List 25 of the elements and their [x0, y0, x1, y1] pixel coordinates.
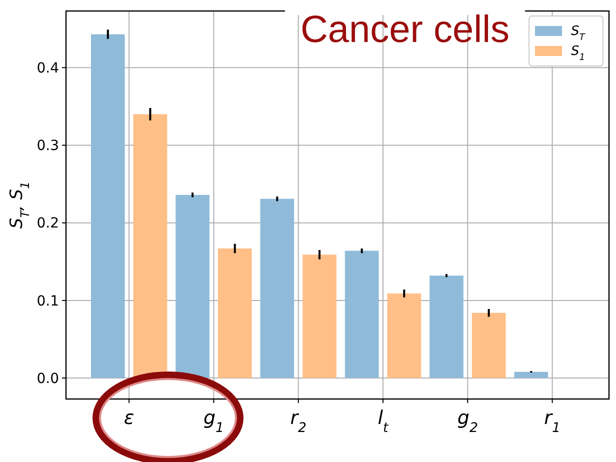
bar — [430, 276, 464, 378]
y-tick-label: 0.4 — [36, 60, 60, 77]
bar — [472, 312, 506, 378]
x-tick-label: l$_{t}$ — [378, 407, 390, 436]
bar — [302, 254, 336, 378]
bar — [514, 372, 548, 378]
x-tick-label: r$_{1}$ — [544, 407, 560, 436]
bar — [176, 194, 210, 378]
bar — [387, 293, 422, 378]
bar — [260, 198, 294, 378]
chart-title: Cancer cells — [300, 9, 510, 51]
x-tick-label: ε — [124, 407, 134, 429]
legend-label: S$_{1}$ — [571, 44, 586, 63]
x-tick-label: g$_{2}$ — [457, 407, 478, 436]
legend-label: S$_{T}$ — [571, 24, 586, 43]
y-tick-label: 0.0 — [36, 370, 59, 387]
bar — [344, 250, 379, 378]
bar — [218, 248, 252, 378]
y-tick-label: 0.3 — [36, 138, 59, 154]
y-tick-label: 0.2 — [36, 216, 59, 232]
y-tick-label: 0.1 — [36, 293, 59, 310]
x-tick-label: g$_{1}$ — [203, 407, 224, 436]
bar — [133, 114, 168, 378]
bar — [90, 34, 125, 378]
x-tick-label: r$_{2}$ — [290, 407, 306, 436]
